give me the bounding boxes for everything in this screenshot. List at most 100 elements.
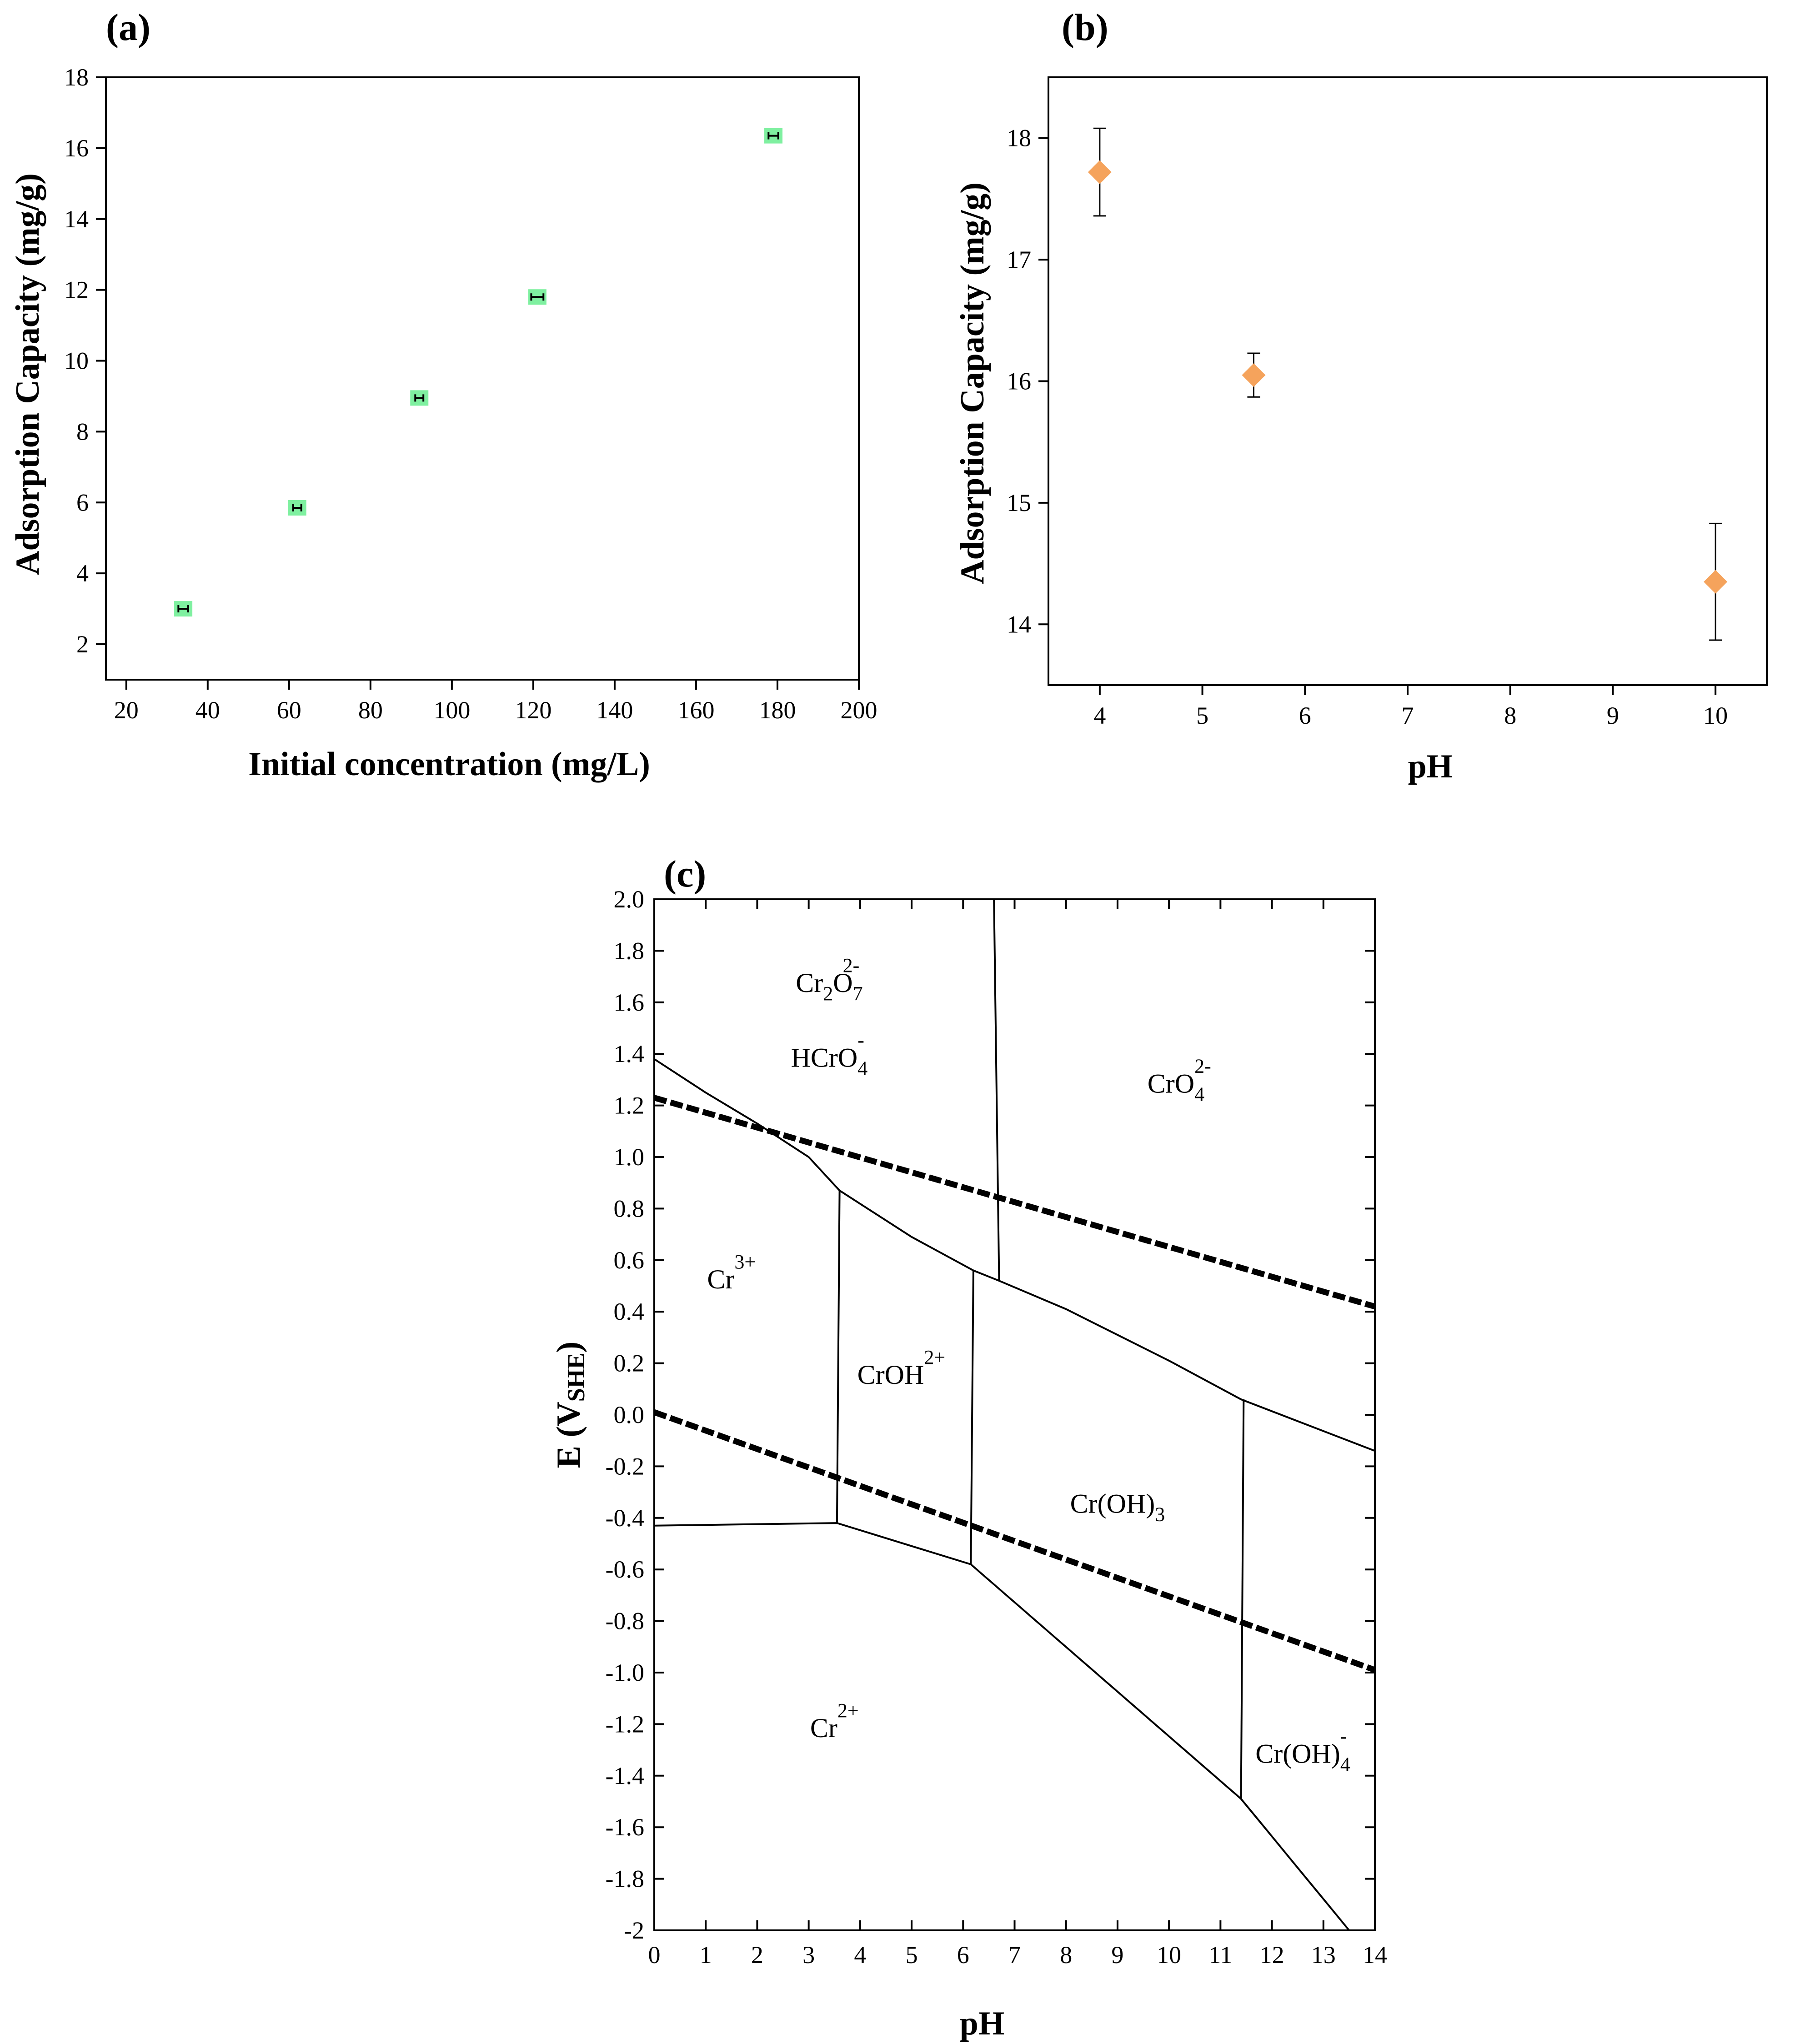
species-main: O [833,968,852,998]
oxygen-line [653,1095,1376,1310]
panel-a-plot-frame [105,76,860,681]
y-tick-label: 1.6 [614,989,645,1016]
x-tick-label: 7 [1402,702,1414,729]
x-tick-label: 9 [1607,702,1619,729]
panel-b-y-ticks: 14 15 16 17 18 [1007,125,1048,638]
x-tick-label: 12 [1260,1941,1284,1969]
y-tick-label: 0.0 [614,1401,645,1428]
x-tick-label: 10 [1703,702,1728,729]
species-sub: 3 [1155,1503,1165,1525]
x-tick-label: 11 [1208,1941,1232,1969]
y-tick-label: 17 [1007,246,1031,273]
y-tick-label: 1.0 [614,1143,645,1171]
panel-b-chart: (b) 4 5 6 7 8 9 10 14 15 16 17 18 pH Adsorption Ca… [954,6,1768,785]
panel-c-species-labels: Cr2O72-HCrO4-CrO42-Cr3+CrOH2+Cr(OH)3Cr2+… [707,954,1350,1775]
species-label: CrO4 2- [1148,1055,1211,1105]
x-tick-label: 4 [854,1941,866,1969]
x-tick-label: 5 [1196,702,1208,729]
panel-b-label: (b) [1062,6,1108,49]
x-tick-label: 60 [277,696,301,724]
x-tick-label: 9 [1111,1941,1123,1969]
panel-c-y-axis-title-main: E (V [550,1402,587,1468]
panel-c-y-ticks: 2.0 1.8 1.6 1.4 1.2 1.0 0.8 0.6 0.4 0.2 0.0 -0.2 -0.… [606,886,1375,1944]
x-tick-label: 2 [751,1941,763,1969]
species-sub: 4 [1340,1753,1350,1775]
species-sup: 3+ [734,1251,756,1273]
species-main: Cr [810,1713,837,1743]
species-sup: 2+ [924,1346,945,1368]
y-tick-label: 0.2 [614,1350,645,1377]
y-tick-label: 0.4 [614,1298,645,1325]
x-tick-label: 100 [433,696,470,724]
x-tick-label: 200 [841,696,877,724]
x-tick-label: 20 [114,696,139,724]
y-tick-label: 16 [1007,368,1031,395]
x-tick-label: 1 [700,1941,712,1969]
species-sub: 4 [1194,1083,1204,1105]
x-tick-label: 6 [1299,702,1311,729]
species-label: Cr(OH)3 [1070,1488,1165,1525]
y-tick-label: 14 [64,205,89,233]
y-tick-label: 2.0 [614,886,645,913]
panel-c-plot-frame [653,898,1376,1931]
y-tick-label: 12 [64,276,89,304]
x-tick-label: 180 [759,696,796,724]
panel-c-y-axis-title: E (VSHE) [550,1342,590,1468]
y-tick-label: 2 [76,631,89,658]
panel-a-x-axis-title: Initial concentration (mg/L) [248,746,650,783]
x-tick-label: 7 [1008,1941,1021,1969]
x-tick-label: 3 [802,1941,815,1969]
x-tick-label: 8 [1504,702,1516,729]
species-sub: 2 [823,982,833,1005]
croh-croh3-line [970,1270,974,1564]
x-tick-label: 0 [648,1941,661,1969]
croh3-croh4-line [1240,1399,1245,1799]
x-tick-label: 140 [596,696,633,724]
y-tick-label: -1.2 [606,1710,644,1738]
species-main: CrO [1148,1068,1194,1098]
x-tick-label: 8 [1060,1941,1072,1969]
x-tick-label: 6 [957,1941,969,1969]
species-label: Cr3+ [707,1251,756,1294]
species-label: HCrO4 - [791,1029,868,1080]
panel-c-phase-boundaries [653,899,1375,1931]
y-tick-label: 4 [76,560,89,587]
species-main: Cr [796,968,823,998]
y-tick-label: 0.6 [614,1247,645,1274]
y-tick-label: 1.2 [614,1092,645,1119]
y-tick-label: 18 [64,64,89,91]
x-tick-label: 10 [1157,1941,1181,1969]
panel-a-points [174,128,783,617]
y-tick-label: 18 [1007,125,1031,152]
y-tick-label: 10 [64,347,89,375]
x-tick-label: 13 [1311,1941,1336,1969]
species-sup: - [1340,1725,1347,1747]
panel-a-chart: (a) 20 40 60 80 100 120 140 160 180 200 2 4 6 8 10 12 1… [9,6,877,783]
x-tick-label: 120 [515,696,552,724]
x-tick-label: 5 [906,1941,918,1969]
x-tick-label: 4 [1093,702,1106,729]
y-tick-label: 8 [76,418,89,445]
species-sub: 7 [853,982,863,1005]
species-main: CrOH [857,1360,924,1390]
y-tick-label: 15 [1007,489,1031,516]
panel-c-x-axis-title: pH [960,2005,1005,2042]
species-sub: 4 [857,1057,867,1080]
panel-c-y-axis-title-end: ) [550,1342,587,1353]
panel-c-chart: (c) 0 1 2 3 4 5 6 7 8 9 10 11 12 13 14 2.01.81.61.41.2… [550,853,1387,2042]
y-tick-label: -0.4 [606,1504,644,1532]
panel-c-water-stability-lines [653,1095,1376,1673]
species-label: Cr(OH)4 - [1255,1725,1350,1775]
panel-c-y-axis-title-sub: SHE [562,1353,590,1402]
species-main: Cr(OH) [1255,1738,1340,1768]
y-tick-label: 0.8 [614,1195,645,1222]
panel-b-points [1088,127,1728,641]
panel-b-x-axis-title: pH [1408,748,1453,785]
species-main: Cr [707,1264,734,1294]
x-tick-label: 14 [1363,1941,1387,1969]
data-point [1704,570,1728,594]
data-point [1088,160,1112,184]
x-tick-label: 40 [196,696,220,724]
dichromate-chromate-line [993,899,1000,1281]
